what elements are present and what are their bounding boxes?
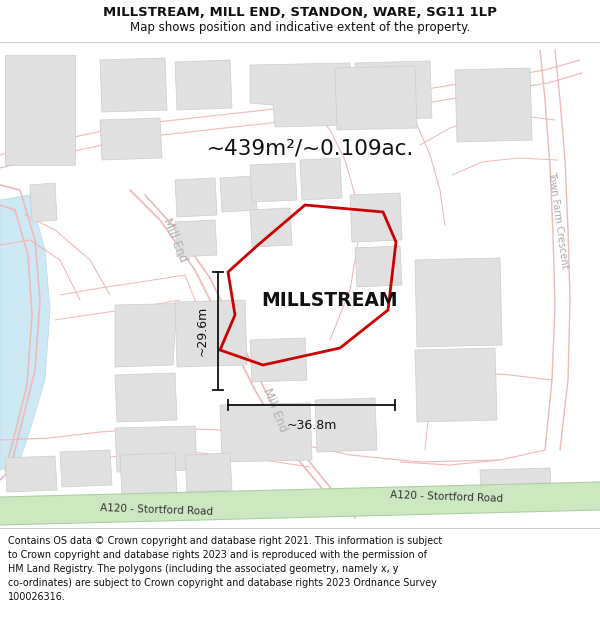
Text: ~439m²/~0.109ac.: ~439m²/~0.109ac. [206, 138, 413, 158]
Polygon shape [300, 158, 342, 200]
Text: Town Farm Crescent: Town Farm Crescent [546, 171, 570, 269]
Polygon shape [350, 193, 402, 242]
Text: Mill End: Mill End [260, 386, 290, 434]
Polygon shape [415, 348, 497, 422]
Polygon shape [415, 258, 502, 347]
Polygon shape [60, 450, 112, 487]
Polygon shape [175, 220, 217, 257]
Text: MILLSTREAM: MILLSTREAM [262, 291, 398, 309]
Text: Contains OS data © Crown copyright and database right 2021. This information is : Contains OS data © Crown copyright and d… [8, 536, 442, 546]
Text: Map shows position and indicative extent of the property.: Map shows position and indicative extent… [130, 21, 470, 34]
Text: A120 - Stortford Road: A120 - Stortford Road [390, 490, 503, 504]
Polygon shape [250, 63, 352, 127]
Polygon shape [335, 66, 417, 130]
Text: co-ordinates) are subject to Crown copyright and database rights 2023 Ordnance S: co-ordinates) are subject to Crown copyr… [8, 578, 437, 588]
Polygon shape [0, 195, 50, 470]
Polygon shape [480, 468, 552, 512]
Polygon shape [355, 61, 432, 120]
Polygon shape [455, 68, 532, 142]
Polygon shape [30, 183, 57, 222]
Polygon shape [5, 55, 75, 165]
Polygon shape [5, 456, 57, 492]
Polygon shape [100, 58, 167, 112]
Text: ~36.8m: ~36.8m [286, 419, 337, 432]
Polygon shape [175, 178, 217, 217]
Text: HM Land Registry. The polygons (including the associated geometry, namely x, y: HM Land Registry. The polygons (includin… [8, 564, 398, 574]
Polygon shape [185, 453, 232, 492]
Polygon shape [115, 373, 177, 422]
Polygon shape [115, 426, 197, 472]
Text: 100026316.: 100026316. [8, 592, 66, 602]
Polygon shape [250, 163, 297, 202]
Text: Mill End: Mill End [160, 216, 190, 264]
Polygon shape [175, 60, 232, 110]
Text: A120 - Stortford Road: A120 - Stortford Road [100, 503, 213, 517]
Polygon shape [250, 208, 292, 247]
Polygon shape [315, 398, 377, 452]
Text: MILLSTREAM, MILL END, STANDON, WARE, SG11 1LP: MILLSTREAM, MILL END, STANDON, WARE, SG1… [103, 6, 497, 19]
Polygon shape [115, 303, 202, 367]
Text: ~29.6m: ~29.6m [196, 306, 209, 356]
Polygon shape [120, 453, 177, 497]
Polygon shape [100, 118, 162, 160]
Text: to Crown copyright and database rights 2023 and is reproduced with the permissio: to Crown copyright and database rights 2… [8, 550, 427, 560]
Polygon shape [355, 246, 402, 287]
Polygon shape [220, 176, 257, 212]
Polygon shape [250, 338, 307, 382]
Polygon shape [0, 482, 600, 525]
Polygon shape [220, 403, 312, 462]
Polygon shape [175, 300, 247, 367]
